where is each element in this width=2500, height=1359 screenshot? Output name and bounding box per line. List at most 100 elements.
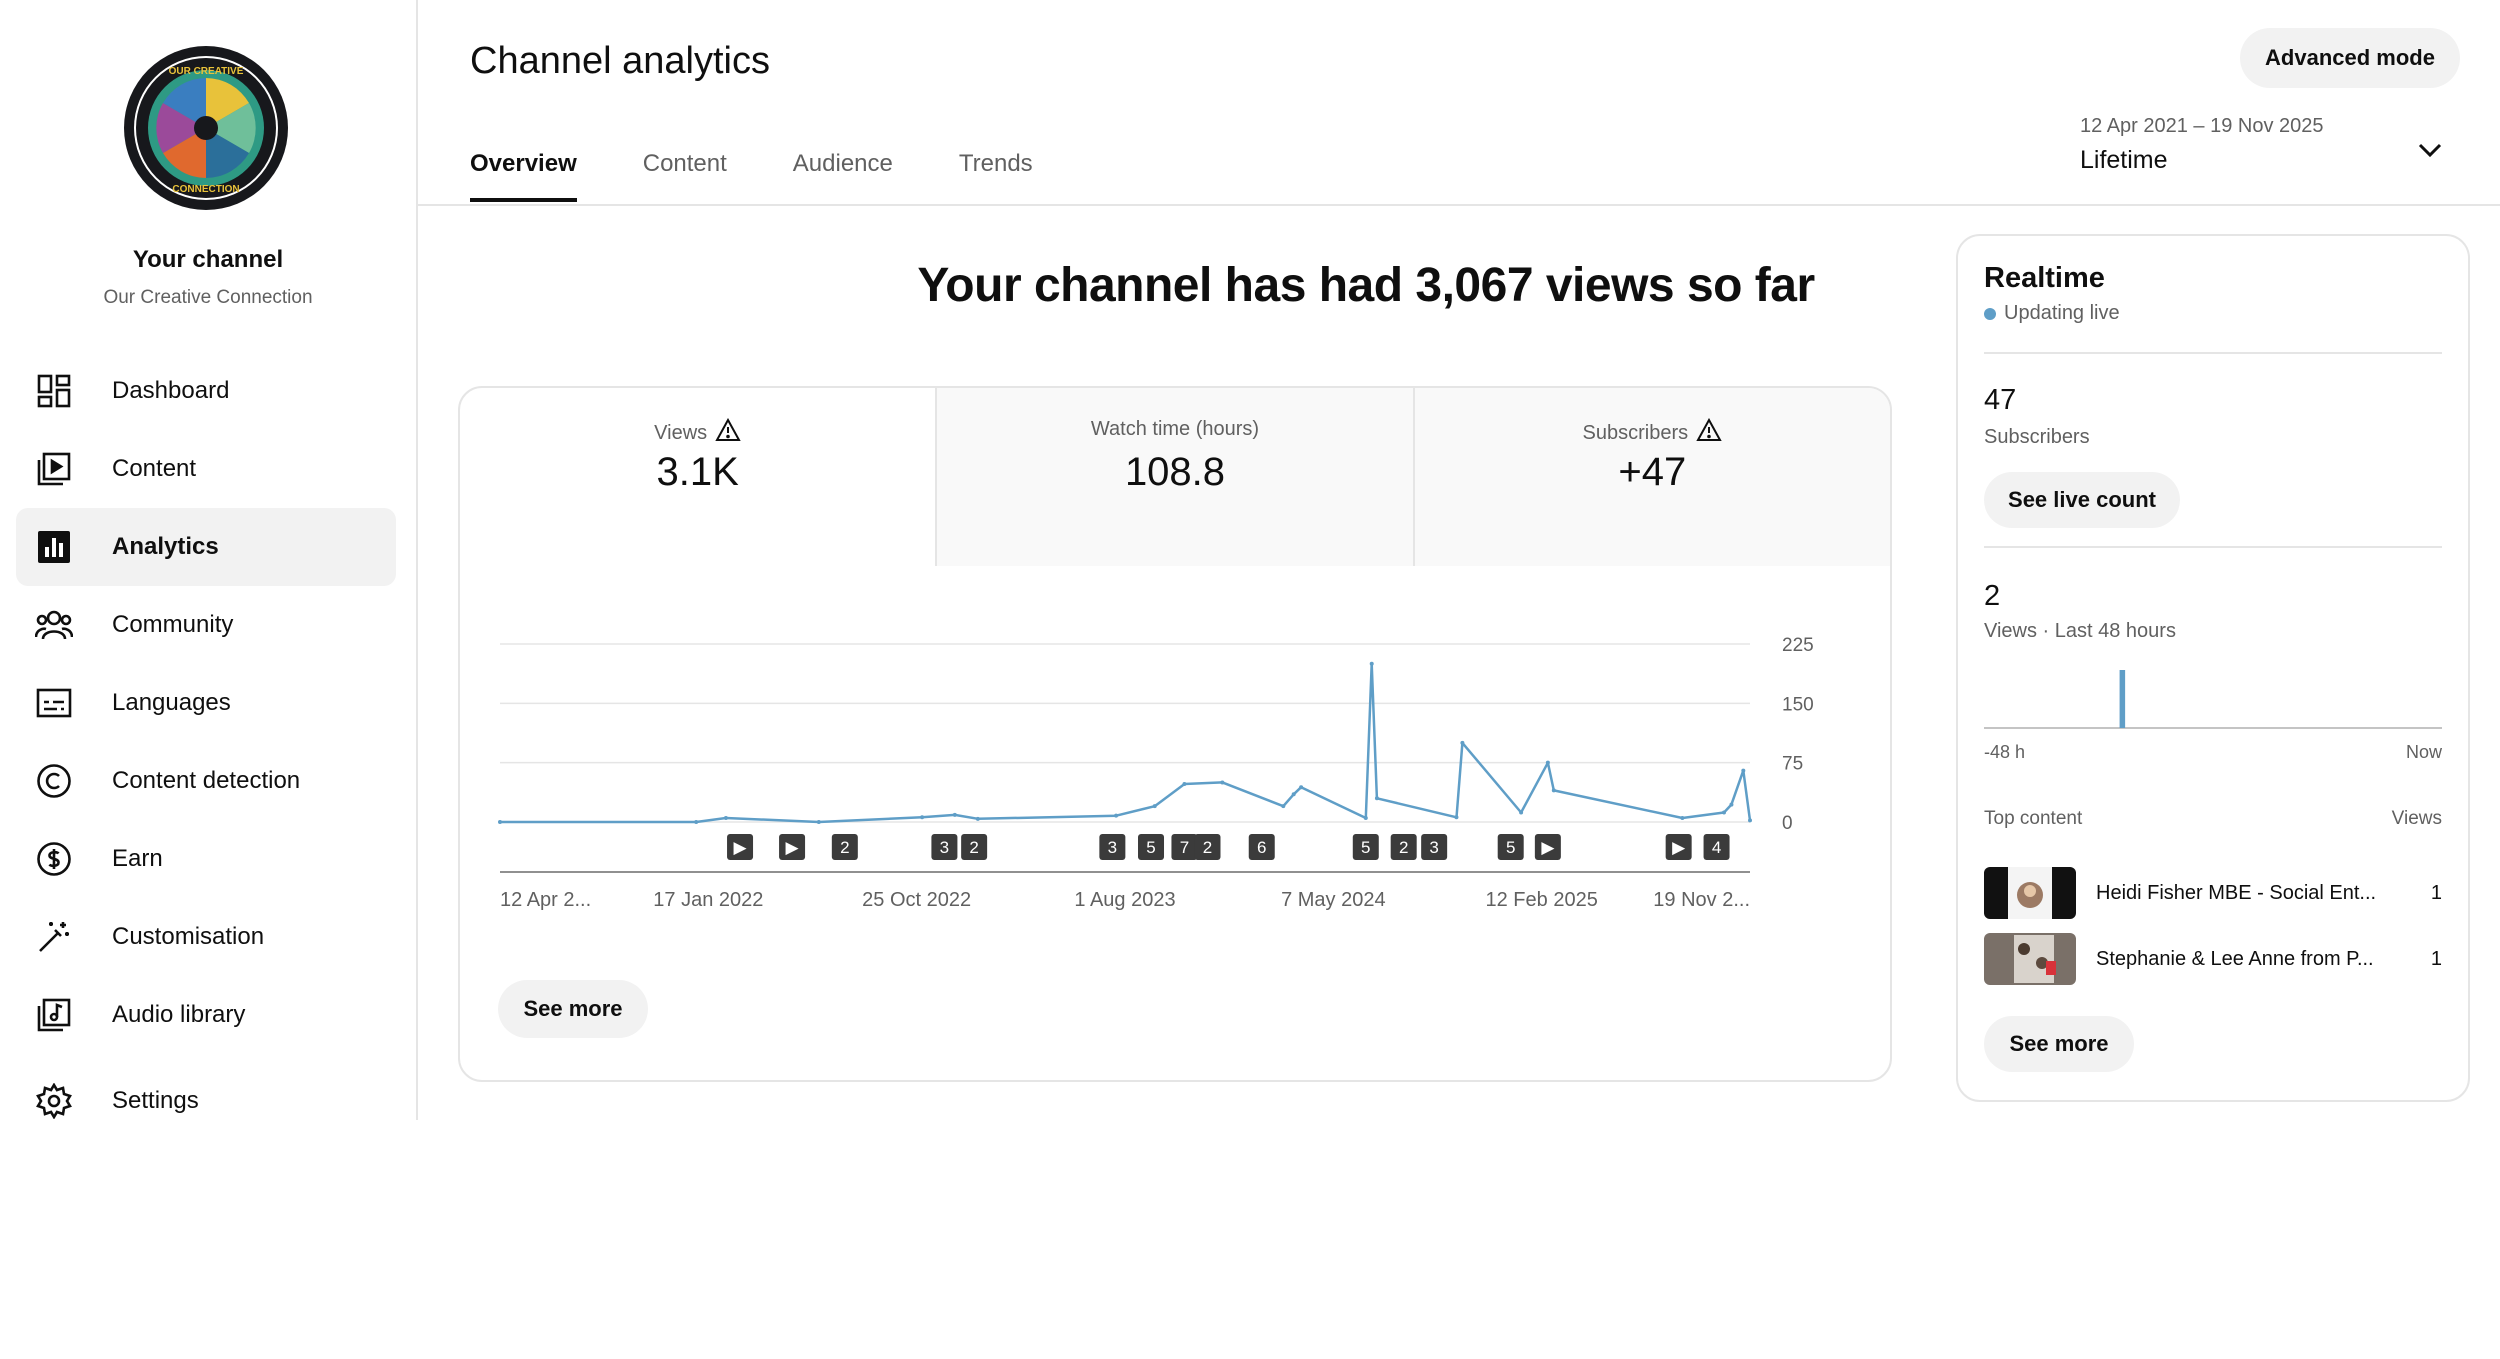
- video-marker[interactable]: 6: [1248, 834, 1275, 860]
- data-point: [1551, 788, 1556, 793]
- video-marker[interactable]: 2: [961, 834, 988, 860]
- see-more-button[interactable]: See more: [498, 980, 648, 1038]
- sidebar-item-languages[interactable]: Languages: [16, 664, 396, 742]
- top-content-views: 1: [2430, 947, 2442, 970]
- x-tick-label: 19 Nov 2...: [1653, 889, 1750, 911]
- video-marker[interactable]: 3: [1099, 834, 1126, 860]
- y-tick-label: 0: [1782, 813, 1793, 834]
- sidebar-item-dashboard[interactable]: Dashboard: [16, 352, 396, 430]
- realtime-see-more-button[interactable]: See more: [1984, 1016, 2134, 1072]
- sidebar-item-label: Content: [112, 455, 197, 482]
- data-point: [1114, 813, 1119, 818]
- top-content-title: Stephanie & Lee Anne from P...: [2096, 947, 2374, 970]
- top-content-row[interactable]: Heidi Fisher MBE - Social Ent... 1: [1984, 866, 2442, 920]
- video-marker[interactable]: 5: [1352, 834, 1379, 860]
- date-range-text[interactable]: 12 Apr 2021 – 19 Nov 2025: [2080, 115, 2324, 137]
- realtime-title: Realtime: [1984, 262, 2105, 294]
- video-marker[interactable]: 2: [831, 834, 858, 860]
- y-tick-label: 75: [1782, 754, 1803, 775]
- analytics-tabs: Overview Content Audience Trends: [470, 150, 1099, 202]
- video-marker-label: ▶: [734, 838, 748, 857]
- data-point: [1281, 804, 1286, 809]
- data-point: [1729, 802, 1734, 807]
- realtime-views-chart[interactable]: [1984, 662, 2442, 732]
- video-marker-label: 4: [1712, 838, 1721, 857]
- live-dot-icon: [1984, 307, 1996, 320]
- tab-trends[interactable]: Trends: [958, 150, 1033, 177]
- video-marker-label: 3: [1429, 838, 1438, 857]
- channel-avatar[interactable]: OUR CREATIVE CONNECTION: [122, 44, 290, 212]
- series-line-views: [500, 662, 1752, 824]
- top-content-views: 1: [2430, 881, 2442, 904]
- date-range-label[interactable]: Lifetime: [2080, 146, 2168, 174]
- data-point: [1152, 804, 1157, 809]
- metric-value: 108.8: [1124, 450, 1226, 494]
- realtime-axis-start: -48 h: [1984, 742, 2026, 762]
- video-marker[interactable]: ▶: [1534, 834, 1561, 860]
- video-marker[interactable]: 2: [1194, 834, 1221, 860]
- sidebar-item-earn[interactable]: Earn: [16, 820, 396, 898]
- data-point: [1721, 810, 1726, 815]
- video-marker-label: 2: [969, 838, 978, 857]
- warning-icon[interactable]: [715, 417, 741, 448]
- video-marker[interactable]: 3: [931, 834, 958, 860]
- tab-content[interactable]: Content: [642, 150, 727, 177]
- video-marker-label: ▶: [1672, 838, 1686, 857]
- see-live-count-button[interactable]: See live count: [1984, 472, 2180, 528]
- x-tick-label: 1 Aug 2023: [1074, 889, 1175, 911]
- metric-tab-subscribers[interactable]: Subscribers +47: [1412, 388, 1890, 566]
- sidebar-item-analytics[interactable]: Analytics: [16, 508, 396, 586]
- data-point: [1519, 810, 1524, 815]
- warning-icon[interactable]: [1696, 417, 1722, 448]
- sidebar-item-content[interactable]: Content: [16, 430, 396, 508]
- video-marker-label: 2: [840, 838, 849, 857]
- sidebar-item-content-detection[interactable]: Content detection: [16, 742, 396, 820]
- video-marker[interactable]: 3: [1421, 834, 1448, 860]
- realtime-axis-end: Now: [2405, 742, 2442, 762]
- video-marker[interactable]: 5: [1138, 834, 1165, 860]
- y-tick-label: 225: [1782, 635, 1814, 656]
- video-marker[interactable]: 4: [1703, 834, 1730, 860]
- svg-text:CONNECTION: CONNECTION: [172, 184, 239, 195]
- video-marker[interactable]: 5: [1497, 834, 1524, 860]
- sidebar-item-settings[interactable]: Settings: [16, 1062, 396, 1120]
- top-content-row[interactable]: Stephanie & Lee Anne from P... 1: [1984, 932, 2442, 986]
- x-tick-label: 12 Feb 2025: [1486, 889, 1598, 911]
- data-point: [816, 820, 821, 824]
- sidebar-item-community[interactable]: Community: [16, 586, 396, 664]
- divider: [1984, 546, 2442, 548]
- studio-app: OUR CREATIVE CONNECTION Your channel Our…: [16, 0, 2500, 1120]
- video-marker[interactable]: ▶: [1665, 834, 1692, 860]
- video-marker-label: 3: [1108, 838, 1117, 857]
- metric-tab-watch-time[interactable]: Watch time (hours) 108.8: [935, 388, 1413, 566]
- video-marker[interactable]: ▶: [727, 834, 754, 860]
- sidebar-item-customisation[interactable]: Customisation: [16, 898, 396, 976]
- video-marker-label: 5: [1146, 838, 1155, 857]
- metric-label: Views: [654, 421, 708, 444]
- video-marker-label: 6: [1257, 838, 1266, 857]
- video-thumbnail: [1984, 867, 2076, 919]
- realtime-bar[interactable]: [2119, 670, 2126, 728]
- chevron-down-icon[interactable]: [2414, 134, 2446, 166]
- data-point: [1220, 780, 1225, 785]
- sidebar-item-audio-library[interactable]: Audio library: [16, 976, 396, 1054]
- video-marker-label: ▶: [1541, 838, 1555, 857]
- video-marker[interactable]: 2: [1390, 834, 1417, 860]
- top-content-views-label: Views: [2391, 808, 2442, 829]
- tab-audience[interactable]: Audience: [792, 150, 893, 177]
- video-marker[interactable]: ▶: [779, 834, 806, 860]
- video-marker[interactable]: 7: [1171, 834, 1198, 860]
- overview-headline: Your channel has had 3,067 views so far: [917, 259, 1815, 312]
- data-point: [1182, 782, 1187, 787]
- x-tick-label: 7 May 2024: [1281, 889, 1386, 911]
- metric-value: +47: [1618, 450, 1687, 494]
- advanced-mode-button[interactable]: Advanced mode: [2240, 28, 2460, 88]
- realtime-card: Realtime Updating live 47 Subscribers Se…: [1956, 234, 2470, 1102]
- tab-overview[interactable]: Overview: [470, 150, 577, 202]
- data-point: [1291, 792, 1296, 797]
- data-point: [694, 820, 699, 824]
- data-point: [1748, 818, 1752, 823]
- metric-tab-views[interactable]: Views 3.1K: [460, 388, 935, 566]
- x-tick-label: 12 Apr 2...: [500, 889, 591, 911]
